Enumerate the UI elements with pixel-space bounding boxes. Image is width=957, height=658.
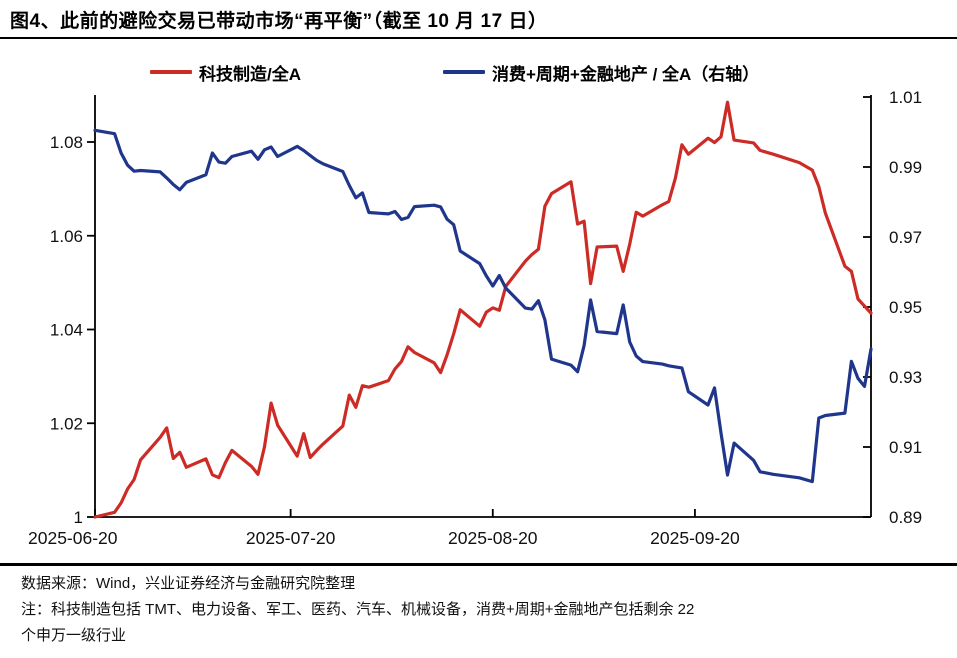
y-right-tick-label: 1.01 <box>889 88 922 107</box>
y-right-tick-label: 0.97 <box>889 228 922 247</box>
figure-title: 图4、此前的避险交易已带动市场“再平衡”（截至 10 月 17 日） <box>10 11 548 32</box>
y-left-tick-label: 1.06 <box>50 227 83 246</box>
y-right-tick-label: 0.95 <box>889 298 922 317</box>
x-tick-label: 2025-09-20 <box>650 528 740 548</box>
title-divider <box>0 37 957 39</box>
y-left-tick-label: 1.08 <box>50 133 83 152</box>
y-right-tick-label: 0.99 <box>889 158 922 177</box>
y-right-tick-label: 0.89 <box>889 508 922 527</box>
y-right-tick-label: 0.91 <box>889 438 922 457</box>
note-text-line1: 注：科技制造包括 TMT、电力设备、军工、医药、汽车、机械设备，消费+周期+金融… <box>21 601 695 618</box>
data-source-text: 数据来源：Wind，兴业证券经济与金融研究院整理 <box>21 575 356 592</box>
x-tick-label: 2025-07-20 <box>246 528 336 548</box>
x-tick-label: 2025-06-20 <box>28 528 118 548</box>
footer-divider <box>0 563 957 566</box>
legend-item-tech: 科技制造/全A <box>150 61 301 84</box>
y-left-tick-label: 1.02 <box>50 414 83 433</box>
note-text-line2: 个申万一级行业 <box>21 627 127 644</box>
legend-label-consumer: 消费+周期+金融地产 / 全A（右轴） <box>492 64 760 84</box>
x-tick-label: 2025-08-20 <box>448 528 538 548</box>
legend-line-blue <box>443 70 485 74</box>
y-left-tick-label: 1.04 <box>50 321 83 340</box>
series-line-consumer <box>93 128 873 484</box>
legend-item-consumer: 消费+周期+金融地产 / 全A（右轴） <box>443 61 760 84</box>
series-line-tech <box>93 100 873 519</box>
legend-label-tech: 科技制造/全A <box>199 64 301 84</box>
chart-legend: 科技制造/全A 消费+周期+金融地产 / 全A（右轴） <box>0 61 957 85</box>
legend-line-red <box>150 70 192 74</box>
y-left-tick-label: 1 <box>74 508 83 527</box>
y-right-tick-label: 0.93 <box>889 368 922 387</box>
